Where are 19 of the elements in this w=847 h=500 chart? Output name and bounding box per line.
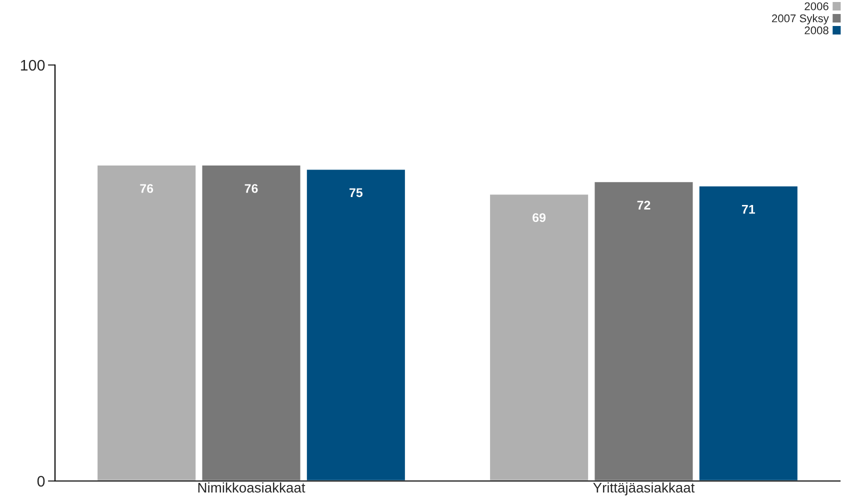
data-label: 69 [532, 213, 546, 222]
x-tick-label: Yrittäjäasiakkaat [593, 482, 695, 496]
y-tick-label: 100 [20, 60, 45, 71]
data-label: 76 [244, 184, 258, 193]
bar [306, 168, 406, 481]
bar [200, 164, 302, 481]
bar [698, 184, 799, 481]
bar [488, 193, 590, 481]
legend-label: 2007 Syksy [772, 14, 829, 24]
bar [96, 164, 197, 481]
x-tick-label: Nimikkoasiakkaat [198, 482, 306, 493]
y-tick-label: 0 [37, 476, 45, 487]
data-label: 72 [637, 200, 650, 210]
data-label: 75 [350, 188, 363, 198]
data-label: 71 [742, 205, 756, 214]
data-label: 76 [140, 184, 154, 193]
bar [593, 180, 694, 481]
legend-label: 2006 [804, 2, 828, 10]
legend-label: 2008 [804, 26, 828, 34]
